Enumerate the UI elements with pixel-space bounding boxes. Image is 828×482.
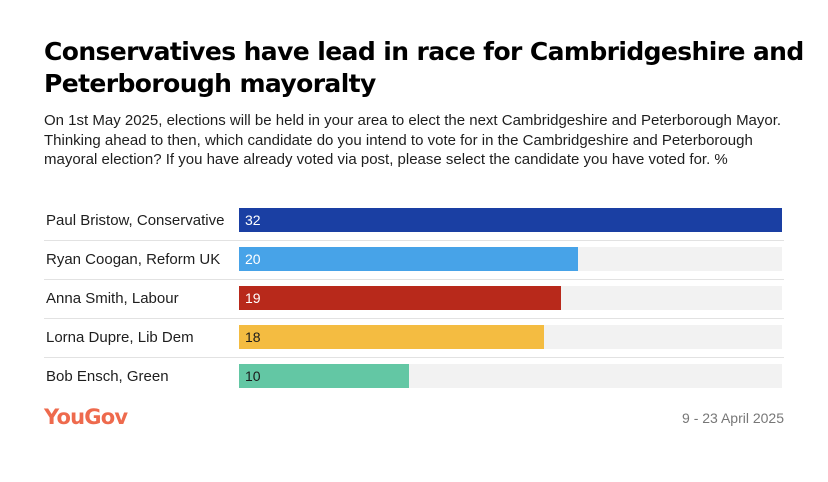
bar-value-label: 32 [245, 212, 261, 228]
chart-row: Lorna Dupre, Lib Dem 18 [44, 318, 784, 357]
chart-subtitle: On 1st May 2025, elections will be held … [44, 112, 782, 168]
fieldwork-date: 9 - 23 April 2025 [682, 410, 784, 426]
chart-row: Anna Smith, Labour 19 [44, 279, 784, 318]
bar-value-label: 19 [245, 290, 261, 306]
chart-row: Ryan Coogan, Reform UK 20 [44, 240, 784, 279]
bar-track: 18 [239, 325, 782, 349]
yougov-logo: YouGov [44, 405, 128, 429]
bar-chart: Paul Bristow, Conservative 32 Ryan Coogan,… [44, 202, 784, 396]
bar: 32 [239, 208, 782, 232]
category-label: Paul Bristow, Conservative [46, 212, 225, 229]
chart-row: Bob Ensch, Green 10 [44, 357, 784, 396]
bar: 10 [239, 364, 409, 388]
chart-row: Paul Bristow, Conservative 32 [44, 202, 784, 240]
bar-value-label: 20 [245, 251, 261, 267]
bar: 20 [239, 247, 579, 271]
bar-value-label: 18 [245, 329, 261, 345]
bar-value-label: 10 [245, 368, 261, 384]
bar-track: 20 [239, 247, 782, 271]
category-label: Anna Smith, Labour [46, 290, 179, 307]
chart-title: Conservatives have lead in race for Camb… [44, 37, 804, 98]
bar: 18 [239, 325, 545, 349]
category-label: Ryan Coogan, Reform UK [46, 251, 221, 268]
bar-track: 32 [239, 208, 782, 232]
category-label: Lorna Dupre, Lib Dem [46, 329, 194, 346]
bar: 19 [239, 286, 562, 310]
bar-track: 10 [239, 364, 782, 388]
category-label: Bob Ensch, Green [46, 368, 169, 385]
bar-track: 19 [239, 286, 782, 310]
